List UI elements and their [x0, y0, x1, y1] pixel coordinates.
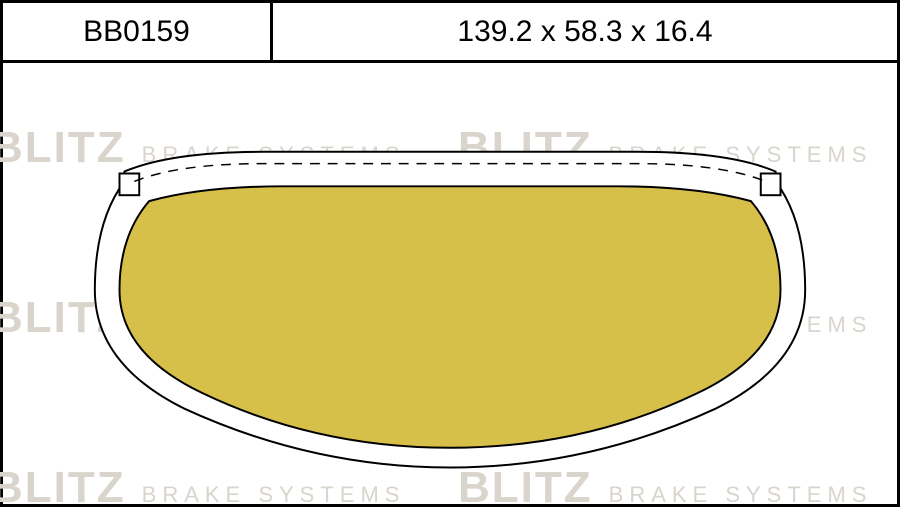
product-dimensions: 139.2 x 58.3 x 16.4 [273, 3, 897, 60]
diagram-area: BLITZBRAKE SYSTEMSBLITZBRAKE SYSTEMSBLIT… [3, 63, 897, 504]
product-card: BB0159 139.2 x 58.3 x 16.4 BLITZBRAKE SY… [0, 0, 900, 507]
product-id: BB0159 [3, 3, 273, 60]
slot-right [761, 173, 781, 195]
header-row: BB0159 139.2 x 58.3 x 16.4 [3, 3, 897, 63]
brake-pad-svg [3, 63, 897, 504]
slot-left [119, 173, 139, 195]
